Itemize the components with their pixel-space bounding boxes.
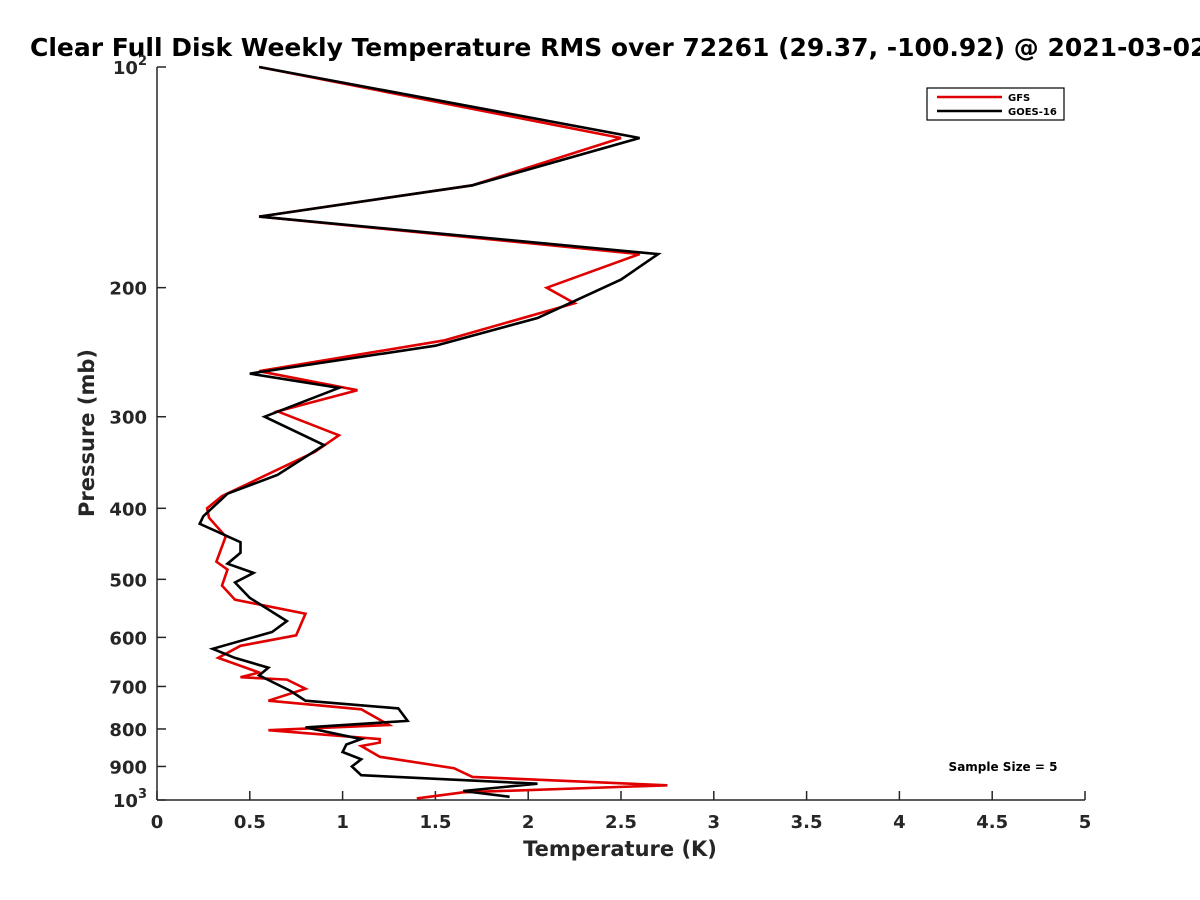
sample-size-annotation: Sample Size = 5	[949, 760, 1058, 774]
y-tick-label: 400	[109, 499, 147, 520]
x-tick-label: 3.5	[791, 812, 823, 833]
x-tick-label: 4	[893, 812, 906, 833]
chart-title: Clear Full Disk Weekly Temperature RMS o…	[30, 33, 1200, 62]
x-axis-label: Temperature (K)	[523, 837, 717, 861]
legend-box	[926, 87, 1065, 121]
x-tick-label: 1.5	[419, 812, 451, 833]
y-tick-label: 600	[109, 628, 147, 649]
y-tick-label: 500	[109, 570, 147, 591]
x-tick-label: 3	[708, 812, 721, 833]
y-tick-label: 800	[109, 720, 147, 741]
y-tick-label: 900	[109, 757, 147, 778]
x-tick-label: 4.5	[976, 812, 1008, 833]
x-tick-label: 1	[336, 812, 349, 833]
legend-label: GFS	[1008, 93, 1030, 104]
x-tick-label: 0	[151, 812, 164, 833]
legend: GFS GOES-16	[926, 87, 1065, 121]
series-line-goes-16	[197, 65, 662, 799]
series-line-gfs	[205, 65, 668, 800]
x-tick-label: 0.5	[234, 812, 266, 833]
legend-label: GOES-16	[1008, 107, 1057, 118]
x-tick-label: 2	[522, 812, 535, 833]
y-axis-label: Pressure (mb)	[75, 349, 99, 517]
y-tick-label: 103	[113, 787, 147, 812]
y-tick-label: 102	[113, 54, 147, 79]
y-tick-label: 200	[109, 279, 147, 300]
x-tick-label: 5	[1079, 812, 1092, 833]
plot-area: 0 0.5 1 1.5 2 2.5 3 3.5 4 4.5 5 102 200 300 400 500 600 7…	[109, 54, 1091, 833]
y-tick-label: 300	[109, 408, 147, 429]
x-tick-label: 2.5	[605, 812, 637, 833]
y-tick-label: 700	[109, 677, 147, 698]
